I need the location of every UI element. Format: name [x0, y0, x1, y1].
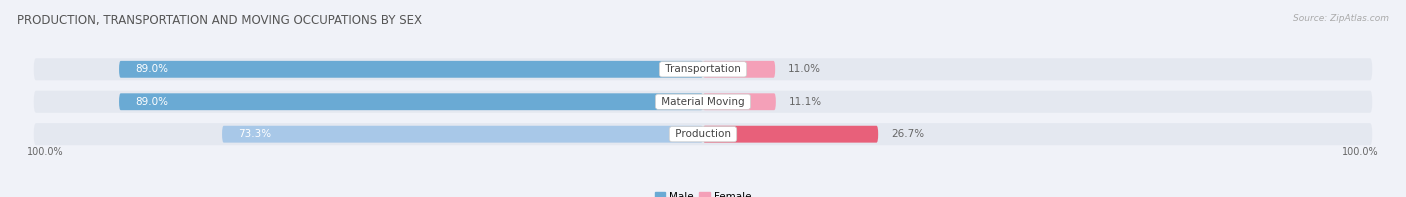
- Text: 73.3%: 73.3%: [239, 129, 271, 139]
- Text: Source: ZipAtlas.com: Source: ZipAtlas.com: [1294, 14, 1389, 23]
- FancyBboxPatch shape: [34, 91, 1372, 113]
- FancyBboxPatch shape: [120, 93, 703, 110]
- FancyBboxPatch shape: [703, 93, 776, 110]
- Text: 89.0%: 89.0%: [135, 64, 169, 74]
- Text: 100.0%: 100.0%: [1343, 147, 1379, 157]
- Text: 26.7%: 26.7%: [891, 129, 924, 139]
- FancyBboxPatch shape: [120, 61, 703, 78]
- Text: 100.0%: 100.0%: [27, 147, 63, 157]
- FancyBboxPatch shape: [222, 126, 703, 143]
- Text: Transportation: Transportation: [662, 64, 744, 74]
- Text: 11.1%: 11.1%: [789, 97, 823, 107]
- Text: 89.0%: 89.0%: [135, 97, 169, 107]
- FancyBboxPatch shape: [34, 58, 1372, 80]
- FancyBboxPatch shape: [34, 123, 1372, 145]
- Text: PRODUCTION, TRANSPORTATION AND MOVING OCCUPATIONS BY SEX: PRODUCTION, TRANSPORTATION AND MOVING OC…: [17, 14, 422, 27]
- FancyBboxPatch shape: [703, 126, 879, 143]
- Text: Production: Production: [672, 129, 734, 139]
- FancyBboxPatch shape: [703, 61, 775, 78]
- Text: Material Moving: Material Moving: [658, 97, 748, 107]
- Text: 11.0%: 11.0%: [789, 64, 821, 74]
- Legend: Male, Female: Male, Female: [651, 188, 755, 197]
